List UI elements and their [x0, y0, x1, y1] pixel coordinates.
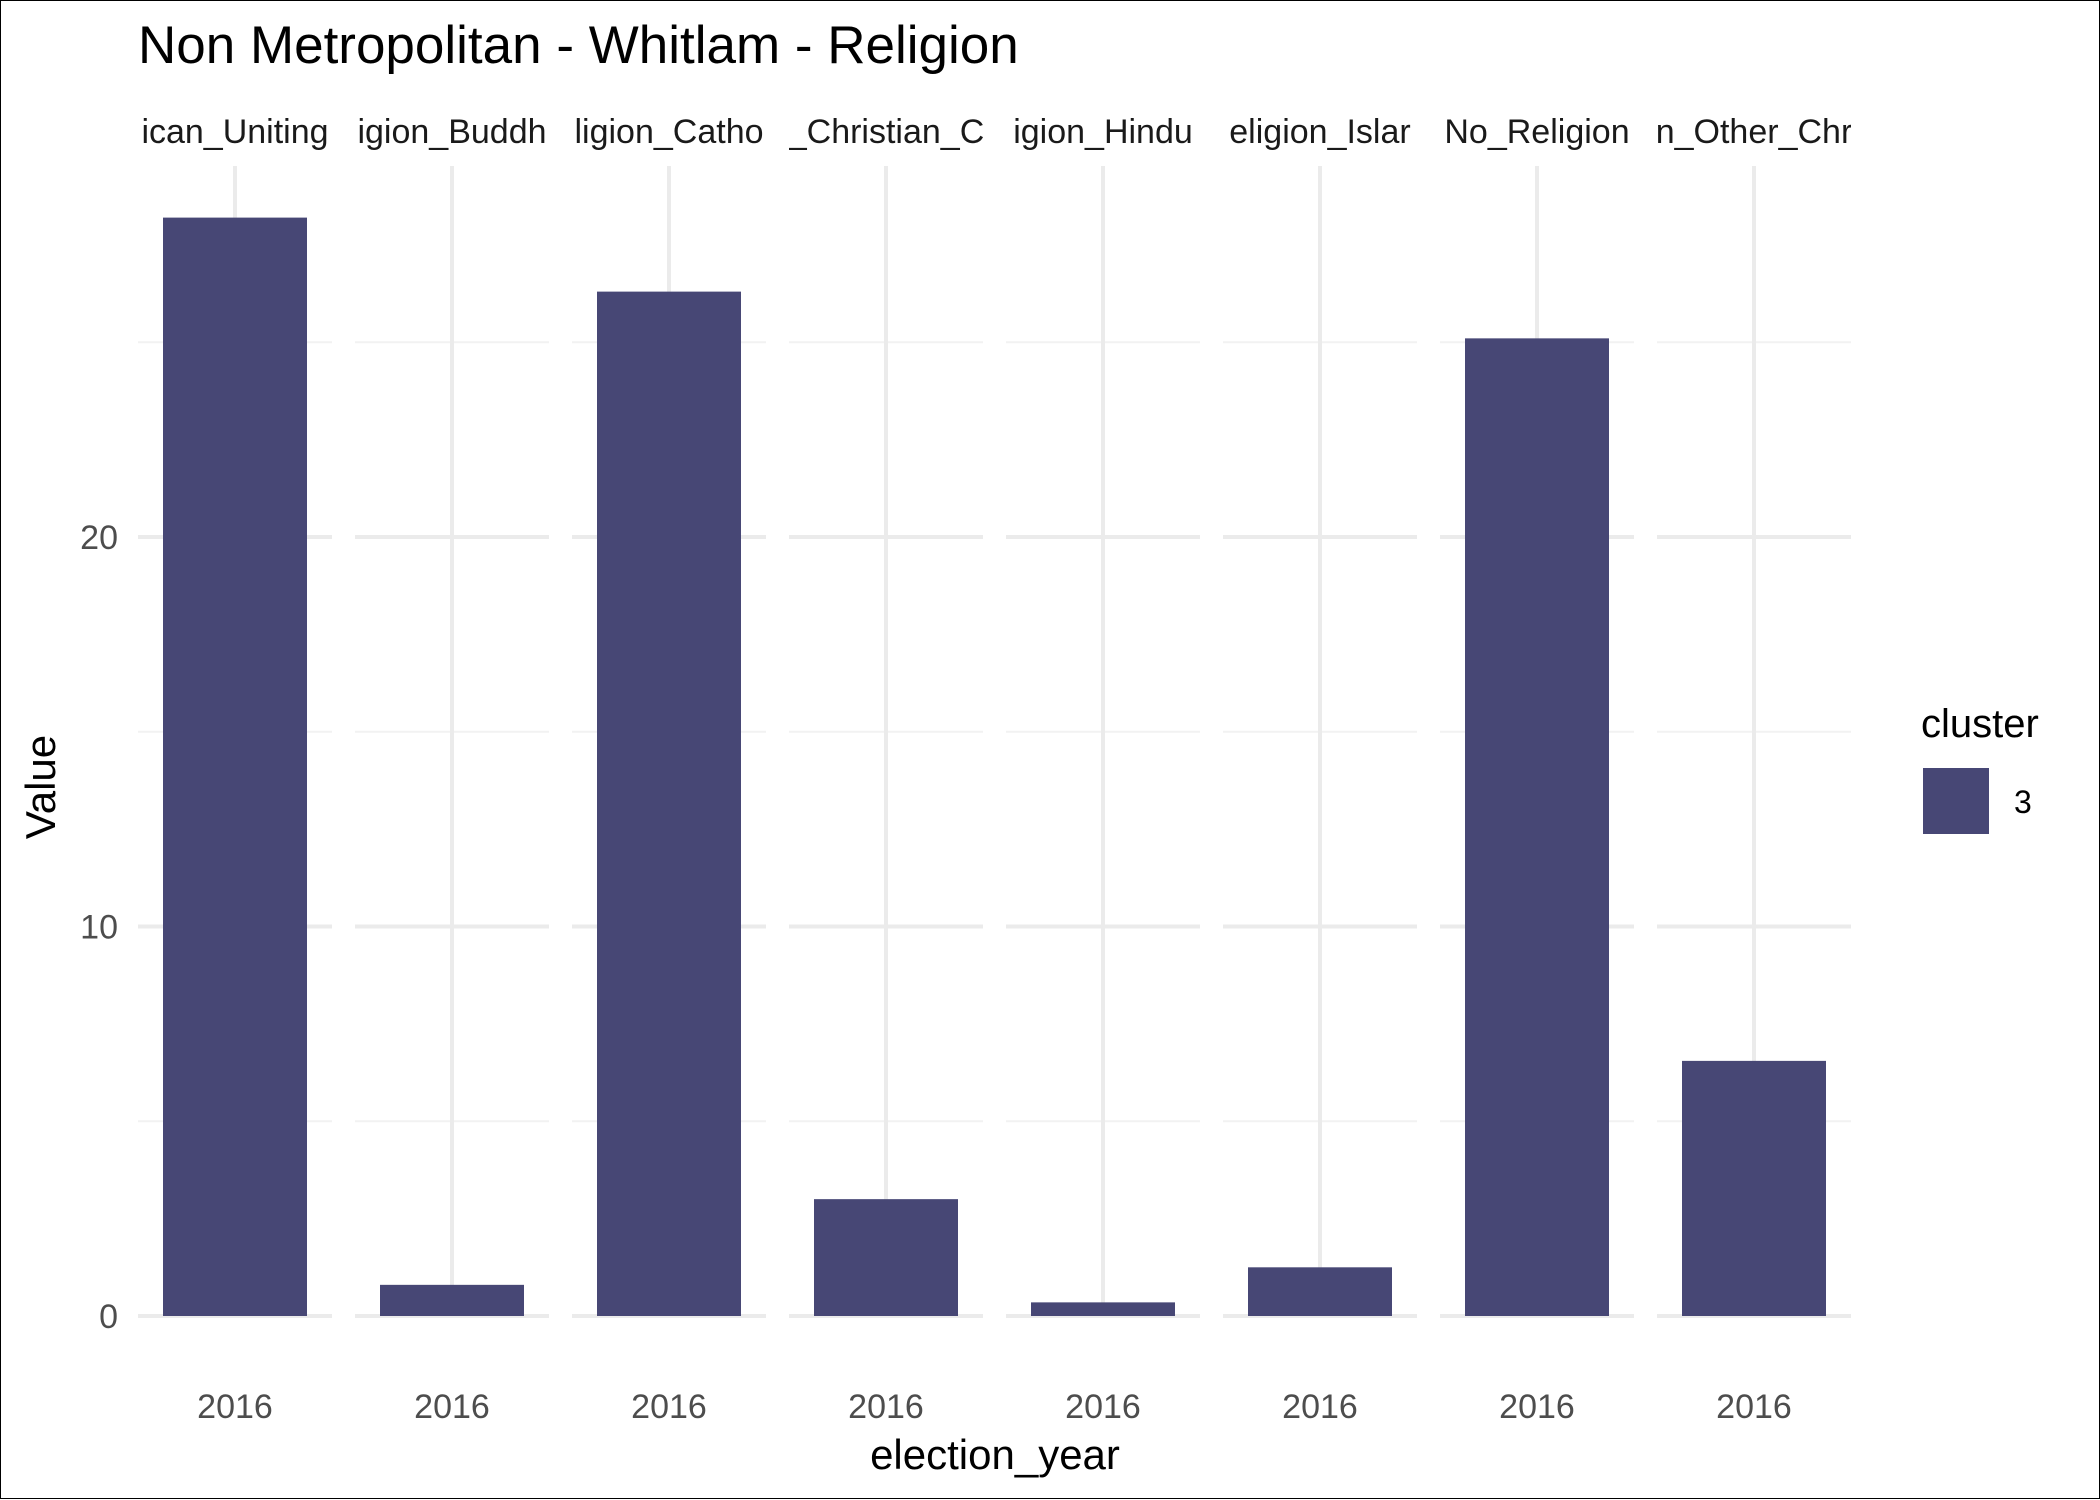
facet-strip-label: n_Other_Chr	[1656, 113, 1853, 151]
legend-key-cluster-3	[1923, 768, 1989, 834]
facet-strip-label: igion_Hindu	[1013, 113, 1193, 151]
bar-2	[380, 1284, 524, 1316]
facet-strip-label: No_Religion	[1444, 113, 1629, 151]
facet-panel-8: n_Other_Chr 2016	[1656, 113, 1853, 1426]
x-axis-title: election_year	[870, 1431, 1120, 1478]
legend-title: cluster	[1921, 702, 2039, 746]
x-tick-label: 2016	[848, 1388, 924, 1426]
y-axis-title: Value	[17, 735, 64, 839]
bar-6	[1248, 1267, 1392, 1316]
legend-label-cluster-3: 3	[2014, 784, 2032, 820]
x-tick-label: 2016	[631, 1388, 707, 1426]
x-tick-label: 2016	[1065, 1388, 1141, 1426]
facet-panel-7: No_Religion 2016	[1440, 113, 1634, 1426]
bar-3	[597, 291, 741, 1316]
facet-strip-label: _Christian_C	[787, 113, 985, 151]
facet-panels: ican_Uniting2016igion_Buddh2016ligion_Ca…	[138, 113, 1853, 1426]
x-tick-label: 2016	[414, 1388, 490, 1426]
facet-strip-label: igion_Buddh	[357, 113, 546, 151]
x-tick-label: 2016	[1499, 1388, 1575, 1426]
facet-panel-1: ican_Uniting 2016	[138, 113, 332, 1426]
facet-panel-3: ligion_Catho 2016	[572, 113, 766, 1426]
bar-1	[163, 217, 307, 1317]
facet-strip-label: eligion_Islar	[1229, 113, 1410, 151]
x-tick-label: 2016	[1282, 1388, 1358, 1426]
y-tick-label: 0	[99, 1298, 118, 1336]
bar-5	[1031, 1302, 1175, 1316]
x-tick-label: 2016	[197, 1388, 273, 1426]
x-tick-label: 2016	[1716, 1388, 1792, 1426]
bar-7	[1465, 338, 1609, 1317]
chart-title: Non Metropolitan - Whitlam - Religion	[138, 16, 1019, 75]
legend: cluster 3	[1921, 702, 2039, 834]
bar-8	[1682, 1060, 1826, 1316]
y-tick-label: 20	[80, 519, 118, 557]
facet-panel-6: eligion_Islar 2016	[1223, 113, 1417, 1426]
facet-strip-label: ligion_Catho	[574, 113, 763, 151]
facet-panel-5: igion_Hindu 2016	[1006, 113, 1200, 1426]
y-axis-ticks: 0 10 20	[80, 519, 118, 1336]
facet-strip-label: ican_Uniting	[141, 113, 328, 151]
y-tick-label: 10	[80, 909, 118, 947]
facet-panel-4: _Christian_C 2016	[787, 113, 985, 1426]
facet-panel-2: igion_Buddh 2016	[355, 113, 549, 1426]
bar-4	[814, 1199, 958, 1316]
